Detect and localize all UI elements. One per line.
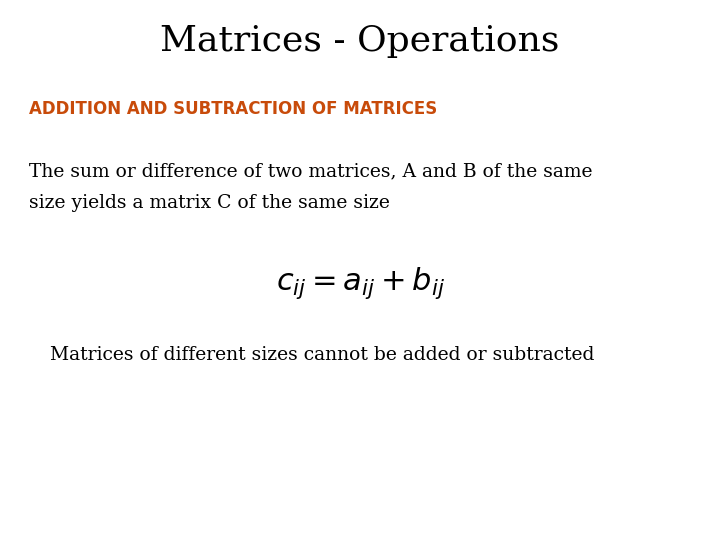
- Text: The sum or difference of two matrices, A and B of the same: The sum or difference of two matrices, A…: [29, 162, 593, 180]
- Text: size yields a matrix C of the same size: size yields a matrix C of the same size: [29, 194, 390, 212]
- Text: $c_{ij} = a_{ij} + b_{ij}$: $c_{ij} = a_{ij} + b_{ij}$: [276, 265, 444, 300]
- Text: ADDITION AND SUBTRACTION OF MATRICES: ADDITION AND SUBTRACTION OF MATRICES: [29, 100, 437, 118]
- Text: Matrices of different sizes cannot be added or subtracted: Matrices of different sizes cannot be ad…: [50, 346, 595, 363]
- Text: Matrices - Operations: Matrices - Operations: [161, 24, 559, 58]
